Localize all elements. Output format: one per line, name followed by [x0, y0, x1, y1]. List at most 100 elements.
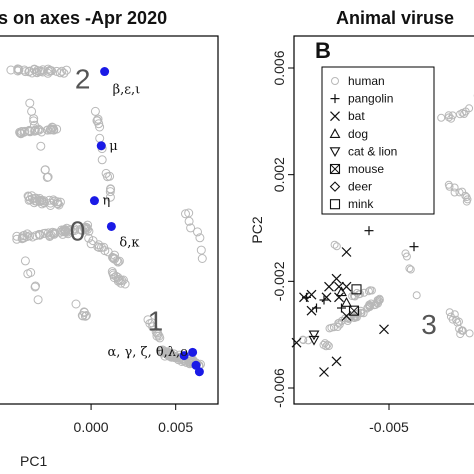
human-point: [55, 68, 65, 78]
bat-point: [341, 247, 352, 257]
human-point: [23, 269, 33, 279]
human-point: [33, 295, 43, 305]
human-point: [71, 299, 81, 309]
human-point: [28, 232, 38, 242]
human-point: [94, 243, 104, 252]
highlight-label: β,ε,ι: [113, 83, 141, 98]
y-tick-label: 0.002: [271, 157, 287, 192]
human-point: [40, 165, 50, 175]
human-point: [19, 65, 29, 75]
human-point: [197, 254, 207, 263]
human-point: [33, 66, 42, 75]
human-point: [42, 173, 52, 182]
panel-b-y-axis-label: PC2: [249, 216, 265, 243]
human-point: [20, 126, 30, 136]
cluster-label: 1: [148, 306, 164, 337]
panel-b-label: B: [315, 38, 331, 63]
cluster-label: 0: [70, 215, 86, 246]
human-point: [165, 350, 175, 360]
human-point: [84, 233, 94, 243]
human-point: [108, 253, 118, 263]
human-point: [367, 286, 376, 295]
human-point: [43, 64, 53, 74]
legend-marker-deer: [329, 181, 341, 192]
human-point: [24, 195, 34, 205]
x-tick-label: -0.005: [369, 419, 409, 435]
legend-marker-pangolin: [330, 94, 340, 104]
legend-label: dog: [348, 127, 368, 141]
human-point: [30, 193, 40, 203]
human-point: [445, 308, 454, 317]
human-point: [15, 127, 25, 137]
human-point: [37, 196, 47, 206]
human-point: [460, 110, 469, 118]
human-point: [12, 234, 22, 244]
bat-point: [331, 273, 342, 284]
human-point: [402, 252, 411, 261]
pangolin-point: [409, 242, 419, 252]
human-point: [13, 66, 23, 76]
panel-a-highlight-points: [89, 67, 204, 377]
x-tick-label: 0.005: [158, 419, 193, 435]
human-point: [54, 200, 64, 210]
legend-box: [321, 66, 435, 215]
human-point: [333, 323, 342, 331]
human-point: [108, 268, 118, 278]
human-point: [193, 227, 202, 237]
human-point: [67, 226, 77, 236]
bat-point: [379, 324, 389, 335]
human-point: [321, 339, 329, 348]
human-point: [405, 264, 414, 273]
human-point: [90, 106, 100, 116]
cat-lion-point: [308, 330, 320, 341]
human-point: [25, 127, 35, 137]
human-point: [106, 184, 115, 194]
human-point: [59, 68, 69, 78]
human-point: [20, 256, 30, 266]
bat-point: [321, 292, 332, 303]
bat-point: [331, 356, 342, 367]
bat-point: [334, 281, 344, 292]
bat-point: [291, 337, 302, 348]
human-point: [43, 228, 53, 238]
human-point: [186, 223, 196, 233]
panel-a-cluster-labels: 2 0 1: [70, 64, 163, 337]
human-point: [148, 322, 158, 332]
highlight-point: [96, 141, 106, 151]
human-point: [29, 114, 39, 124]
cluster-label: 3: [421, 309, 437, 340]
human-point: [450, 188, 459, 197]
highlight-label: η: [102, 194, 110, 209]
human-point: [444, 111, 453, 120]
human-point: [105, 187, 115, 197]
human-point: [36, 141, 46, 151]
panel-a-x-axis-label: PC1: [20, 453, 47, 469]
highlight-point: [188, 347, 198, 357]
panel-a-x-ticks: 0.000 0.005: [74, 404, 193, 435]
human-point: [58, 226, 68, 236]
human-point: [195, 233, 205, 243]
human-point: [155, 333, 165, 343]
dog-point: [336, 286, 347, 297]
panel-a-highlight-labels: β,ε,ι μ η δ,κ α, γ, ζ, θ,λ,ο: [102, 83, 188, 361]
legend-label: mouse: [348, 162, 384, 176]
dog-point: [341, 297, 352, 307]
human-point: [332, 242, 341, 251]
human-point: [323, 340, 332, 349]
legend-label: bat: [348, 109, 365, 123]
human-point: [31, 281, 40, 291]
legend-label: human: [348, 74, 385, 88]
human-point: [46, 201, 55, 210]
human-point: [57, 66, 67, 76]
human-point: [101, 168, 111, 178]
human-point: [147, 318, 157, 328]
cat-lion-point: [308, 335, 320, 346]
human-point: [157, 346, 167, 356]
legend-label: pangolin: [348, 92, 393, 106]
human-point: [30, 125, 40, 135]
cluster-label: 2: [75, 64, 91, 95]
panel-b-cluster-labels: 230: [421, 72, 474, 340]
human-point: [461, 191, 470, 200]
panel-a-title: s on axes -Apr 2020: [0, 8, 167, 28]
